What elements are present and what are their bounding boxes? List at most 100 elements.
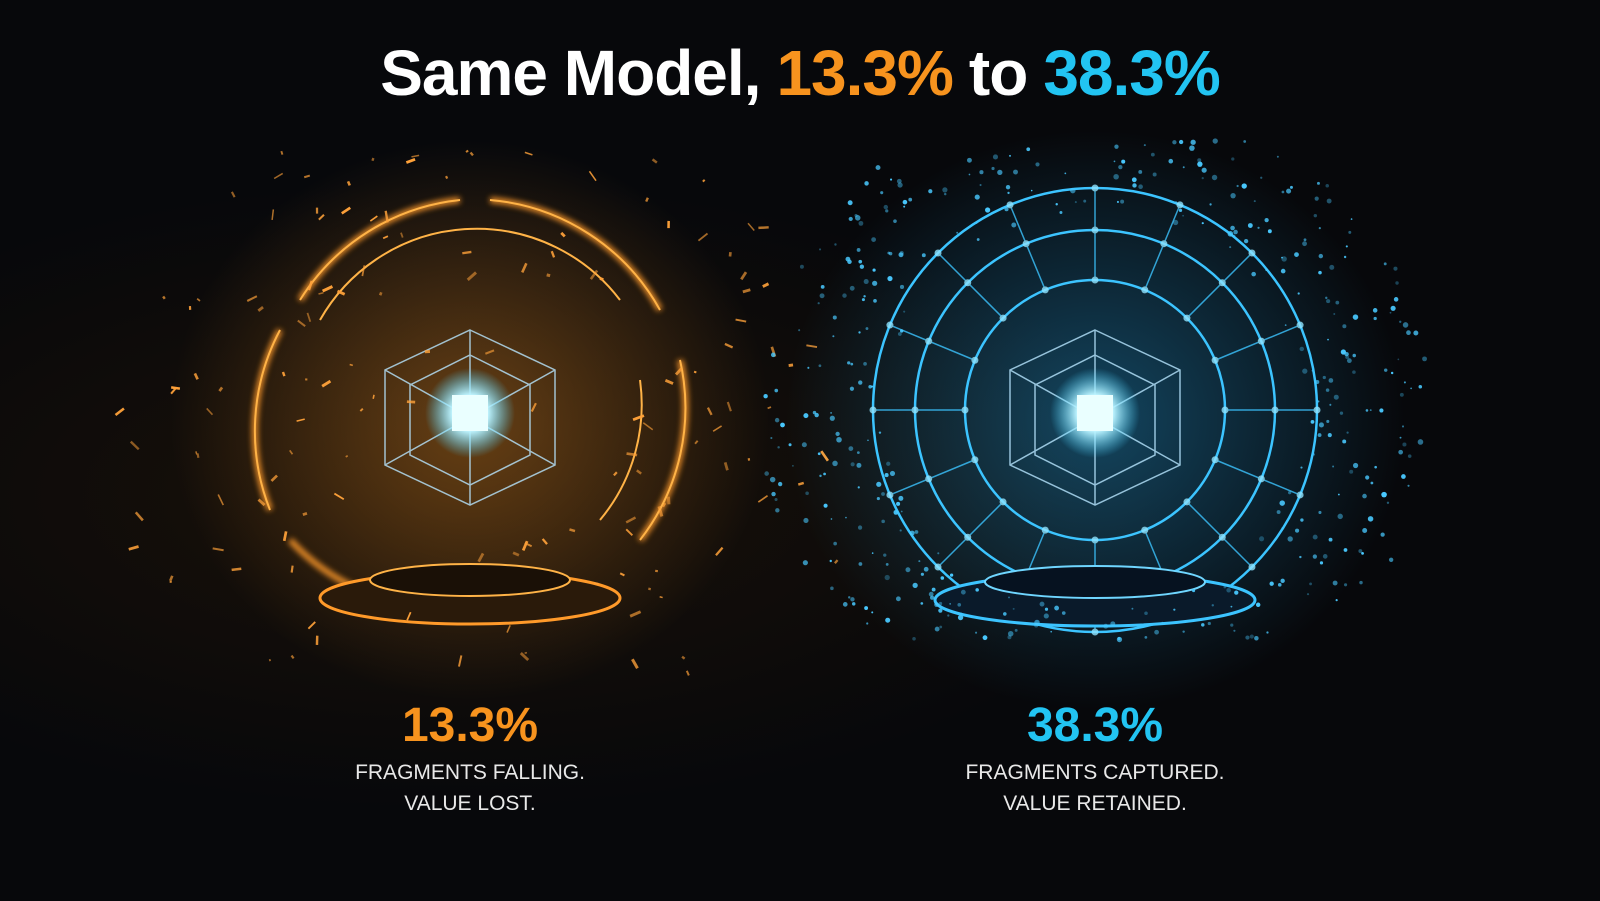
decoration <box>1229 246 1232 249</box>
decoration <box>411 154 420 158</box>
decoration <box>1342 439 1347 444</box>
decoration <box>908 197 913 202</box>
decoration <box>384 210 389 223</box>
decoration <box>1312 453 1316 456</box>
decoration <box>1012 607 1015 610</box>
decoration <box>1381 491 1387 498</box>
decoration <box>884 473 889 478</box>
decoration <box>1152 172 1157 177</box>
decoration <box>903 310 906 313</box>
decoration <box>999 498 1007 506</box>
decoration <box>937 252 1004 319</box>
decoration <box>847 200 853 206</box>
decoration <box>1255 602 1261 608</box>
decoration <box>1314 196 1319 201</box>
panel-caption: VALUE RETAINED. <box>1003 792 1187 815</box>
decoration <box>889 459 976 496</box>
decoration <box>1406 330 1411 336</box>
decoration <box>726 401 732 412</box>
decoration <box>774 497 778 502</box>
decoration <box>196 453 200 458</box>
decoration <box>1253 200 1256 203</box>
decoration <box>1055 203 1058 206</box>
decoration <box>1009 204 1046 291</box>
decoration <box>848 446 854 452</box>
decoration <box>925 475 933 483</box>
decoration <box>1182 166 1185 169</box>
decoration <box>763 394 768 399</box>
decoration <box>889 178 893 181</box>
decoration <box>1091 536 1099 544</box>
decoration <box>1302 368 1308 374</box>
decoration <box>1050 630 1053 633</box>
decoration <box>1322 375 1326 380</box>
decoration <box>1218 533 1226 541</box>
decoration <box>1388 557 1394 562</box>
decoration <box>206 407 214 416</box>
decoration <box>934 602 940 608</box>
decoration <box>900 329 904 333</box>
decoration <box>1034 619 1040 626</box>
decoration <box>893 509 899 515</box>
decoration <box>1201 222 1204 225</box>
decoration <box>1201 167 1207 173</box>
decoration <box>742 288 751 294</box>
decoration <box>870 385 874 388</box>
decoration <box>869 406 877 414</box>
decoration <box>961 406 969 414</box>
decoration <box>282 531 288 542</box>
decoration <box>1041 526 1049 534</box>
decoration <box>296 418 305 422</box>
decoration <box>697 232 709 242</box>
decoration <box>928 591 934 597</box>
decoration <box>1322 554 1328 559</box>
decoration <box>929 595 935 600</box>
decoration <box>928 189 933 194</box>
decoration <box>1260 176 1263 179</box>
decoration <box>613 471 618 477</box>
decoration <box>1044 607 1049 611</box>
decoration <box>849 386 855 391</box>
decoration <box>880 191 884 195</box>
decoration <box>1281 527 1284 529</box>
decoration <box>999 314 1007 322</box>
decoration <box>788 443 792 447</box>
decoration <box>659 596 663 599</box>
decoration <box>169 575 174 582</box>
panel-caption: FRAGMENTS CAPTURED. <box>965 761 1225 784</box>
decoration <box>466 271 477 281</box>
decoration <box>400 232 404 238</box>
decoration <box>1043 613 1049 619</box>
decoration <box>1277 583 1282 587</box>
decoration <box>774 417 780 423</box>
decoration <box>1317 433 1322 437</box>
title-value-left: 13.3% <box>776 37 953 109</box>
decoration <box>858 380 863 385</box>
decoration <box>445 175 449 180</box>
decoration <box>740 271 748 281</box>
decoration <box>798 329 801 332</box>
decoration <box>1352 370 1356 374</box>
decoration <box>336 289 346 296</box>
decoration <box>1302 241 1307 247</box>
decoration <box>195 451 198 455</box>
decoration <box>1141 526 1149 534</box>
decoration <box>1325 184 1329 188</box>
decoration <box>858 331 861 334</box>
decoration <box>599 277 604 282</box>
decoration <box>1367 516 1374 522</box>
decoration <box>792 465 794 467</box>
decoration <box>1342 324 1347 329</box>
decoration <box>975 222 978 224</box>
decoration <box>875 165 881 171</box>
decoration <box>1211 604 1214 607</box>
decoration <box>832 315 837 320</box>
decoration <box>664 379 674 385</box>
decoration <box>1110 621 1116 627</box>
decoration <box>871 611 874 614</box>
decoration <box>1074 201 1077 204</box>
decoration <box>1209 203 1212 206</box>
decoration <box>1259 536 1265 542</box>
decoration <box>971 456 979 464</box>
decoration <box>1178 208 1183 212</box>
